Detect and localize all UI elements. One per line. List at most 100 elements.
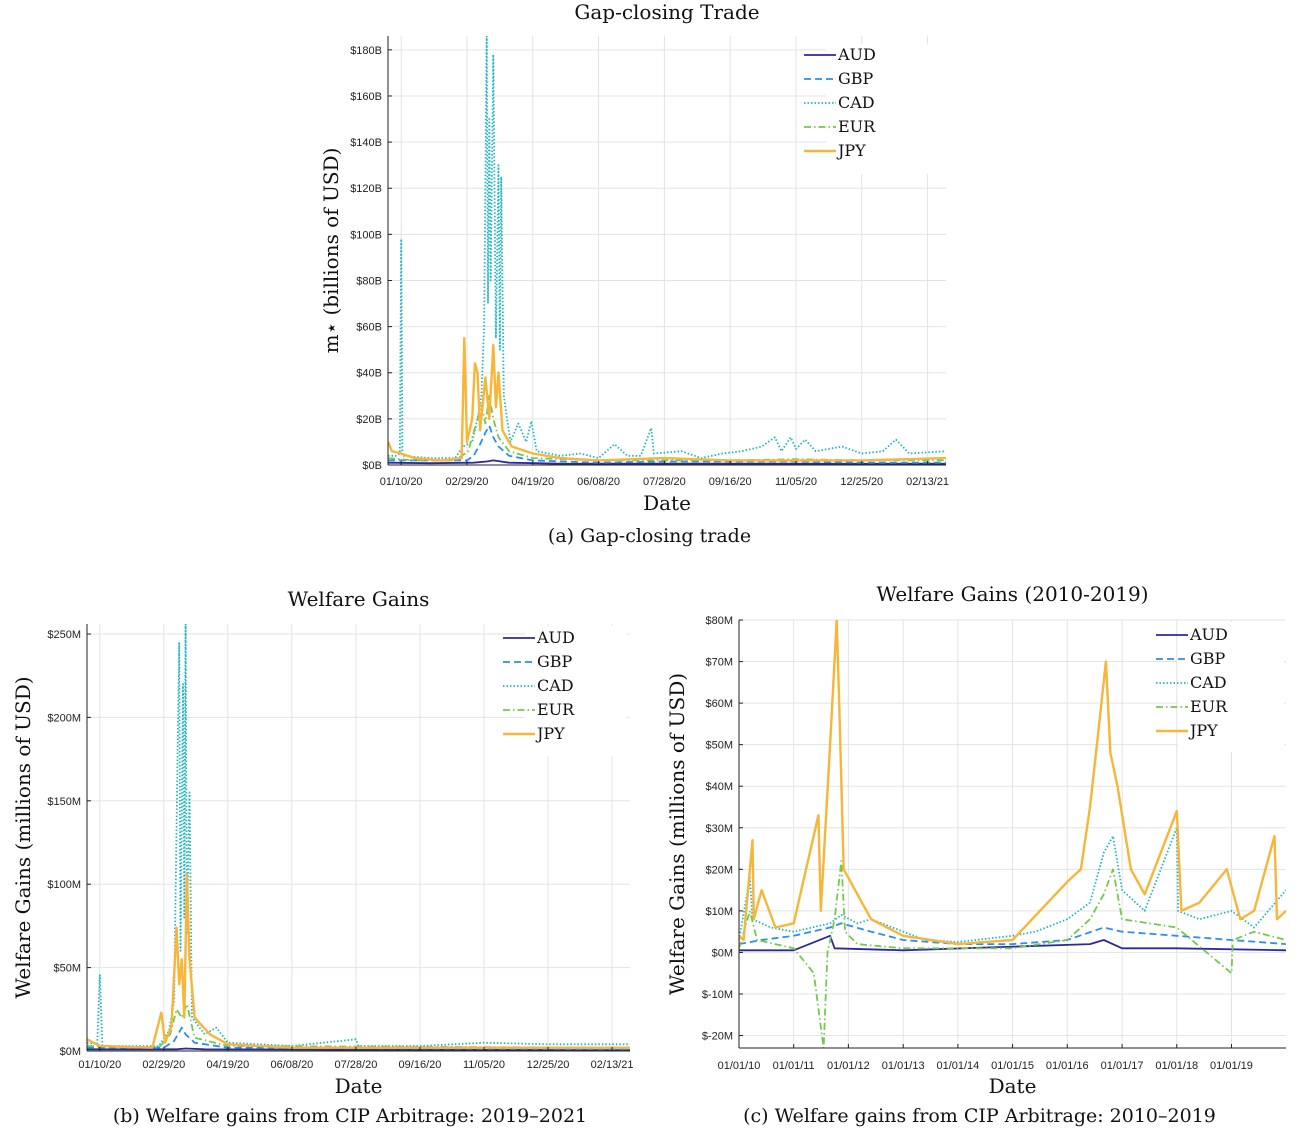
chart-welfare-gains: $0M $50M $100M $150M $200M $250M 01/10/20 02/29… [11,587,634,1098]
y-tick-label: $80B [356,275,382,287]
y-tick-label: $0M [712,947,733,959]
y-axis-label: Welfare Gains (millions of USD) [11,676,35,998]
legend-label-cad: CAD [838,93,875,112]
x-tick-label: 11/05/20 [463,1059,505,1071]
chart-title: Gap-closing Trade [574,0,759,24]
legend-label-gbp: GBP [1190,649,1226,668]
series-line-eur [87,1003,630,1049]
legend-box [1178,622,1284,752]
caption-a: (a) Gap-closing trade [547,525,752,547]
y-axis-label: Welfare Gains (millions of USD) [665,673,689,995]
y-axis-label: m⋆ (billions of USD) [319,148,343,354]
y-tick-label: $140B [350,137,382,149]
legend-box [826,44,946,174]
y-tick-label: $30M [705,823,733,835]
x-tick-label: 01/01/16 [1046,1060,1089,1072]
x-tick-label: 01/01/11 [773,1060,815,1072]
chart-gap-closing-trade: $0B $20B $40B $60B $80B $100B $120B $140B $160B $… [319,0,949,515]
y-tick-label: $20M [705,864,733,876]
legend-label-cad: CAD [1190,673,1227,692]
panel-welfare-gains: $0M $50M $100M $150M $200M $250M 01/10/20 02/29… [0,578,650,1103]
x-tick-label: 02/29/20 [446,476,489,488]
series-line-eur [739,860,1286,1048]
caption-c: (c) Welfare gains from CIP Arbitrage: 20… [743,1105,1216,1127]
y-tick-label: $20B [356,414,382,426]
y-tick-label: $60M [705,698,733,710]
y-tick-label: $70M [705,657,733,669]
legend-label-jpy: JPY [535,724,565,743]
legend-label-aud: AUD [837,45,876,64]
y-tick-label: $100M [47,879,81,891]
x-axis-label: Date [335,1074,383,1098]
series-line-jpy [388,336,946,462]
y-tick-label: $0M [60,1046,81,1058]
y-tick-label: $50M [705,740,733,752]
panel-welfare-gains-2010-2019: $-20M $-10M $0M $10M $20M $30M $40M $50M $60M $70… [650,578,1299,1103]
x-tick-label: 09/16/20 [709,476,752,488]
legend-label-gbp: GBP [838,69,874,88]
y-tick-label: $-20M [702,1031,733,1043]
x-axis-label: Date [643,491,691,515]
y-tick-label: $50M [53,963,81,975]
y-tick-label: $180B [350,45,382,57]
y-tick-label: $250M [47,629,81,641]
y-tick-label: $80M [705,615,733,627]
x-tick-label: 02/13/21 [591,1059,634,1071]
legend-box [525,626,627,756]
series-line-aud [87,1047,630,1051]
x-tick-label: 12/25/20 [527,1059,570,1071]
legend-label-gbp: GBP [537,652,573,671]
legend-label-eur: EUR [838,117,876,136]
grid [738,619,1286,1048]
series-group [388,36,946,465]
x-tick-label: 01/01/12 [827,1060,870,1072]
y-tick-label: $40B [356,368,382,380]
caption-b: (b) Welfare gains from CIP Arbitrage: 20… [112,1105,588,1127]
legend-label-aud: AUD [536,628,575,647]
x-tick-label: 06/08/20 [270,1059,313,1071]
x-tick-label: 01/01/17 [1101,1060,1144,1072]
legend-label-jpy: JPY [836,141,866,160]
x-axis-label: Date [989,1074,1037,1098]
legend-label-aud: AUD [1189,625,1228,644]
x-tick-label: 01/01/18 [1155,1060,1198,1072]
series-line-aud [739,934,1286,952]
y-tick-label: $-10M [702,989,733,1001]
y-tick-label: $60B [356,322,382,334]
series-line-jpy [739,620,1286,946]
x-tick-label: 07/28/20 [335,1059,378,1071]
series-line-aud [388,459,946,465]
legend-label-cad: CAD [537,676,574,695]
x-tick-label: 01/01/14 [936,1060,979,1072]
x-tick-label: 04/19/20 [511,476,554,488]
x-tick-label: 02/29/20 [142,1059,185,1071]
y-tick-label: $10M [705,906,733,918]
y-tick-label: $40M [705,781,733,793]
x-tick-label: 01/10/20 [78,1059,121,1071]
y-tick-label: $200M [47,712,81,724]
legend-label-eur: EUR [537,700,575,719]
legend-label-jpy: JPY [1188,721,1218,740]
legend-label-eur: EUR [1190,697,1228,716]
chart-title: Welfare Gains [288,587,430,611]
x-tick-label: 01/01/15 [991,1060,1034,1072]
x-tick-label: 01/01/19 [1210,1060,1253,1072]
y-tick-label: $160B [350,91,382,103]
series-line-cad [739,826,1286,943]
chart-welfare-gains-2010-2019: $-20M $-10M $0M $10M $20M $30M $40M $50M $60M $70… [665,582,1286,1098]
x-tick-label: 07/28/20 [643,476,686,488]
x-tick-label: 12/25/20 [840,476,883,488]
series-line-jpy [87,873,630,1049]
x-tick-label: 11/05/20 [775,476,817,488]
x-tick-label: 04/19/20 [206,1059,249,1071]
legend: AUD GBP CAD EUR JPY [804,44,946,174]
x-tick-label: 09/16/20 [399,1059,442,1071]
x-tick-label: 01/10/20 [380,476,423,488]
series-group [87,624,630,1051]
x-tick-label: 02/13/21 [906,476,949,488]
y-tick-label: $120B [350,183,382,195]
x-tick-label: 01/01/10 [718,1060,761,1072]
chart-title: Welfare Gains (2010-2019) [876,582,1148,606]
y-tick-label: $0B [362,460,382,472]
series-line-gbp [87,1026,630,1051]
